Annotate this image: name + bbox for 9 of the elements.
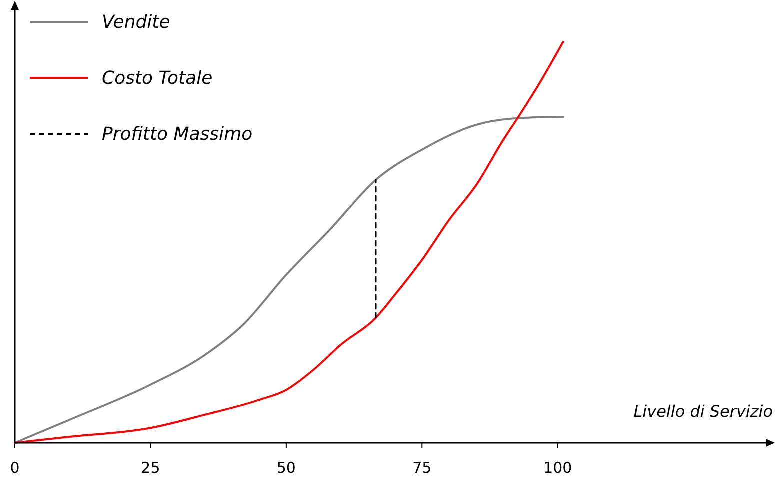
legend-label: Vendite — [102, 12, 170, 33]
x-tick-label: 75 — [412, 459, 432, 477]
x-tick-label: 0 — [10, 459, 20, 477]
legend-label: Profitto Massimo — [102, 124, 253, 145]
x-tick-label: 25 — [141, 459, 160, 477]
x-axis-title: Livello di Servizio — [634, 402, 774, 421]
legend-label: Costo Totale — [102, 68, 213, 89]
x-tick-label: 50 — [276, 459, 296, 477]
x-tick-label: 100 — [544, 459, 572, 477]
